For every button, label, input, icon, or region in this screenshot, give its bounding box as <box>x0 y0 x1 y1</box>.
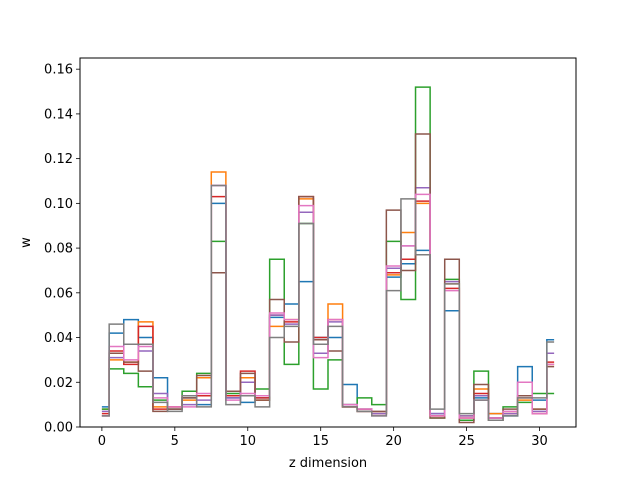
x-tick-label: 15 <box>312 434 329 449</box>
y-tick-label: 0.00 <box>44 421 73 436</box>
x-tick-label: 0 <box>98 434 106 449</box>
x-axis-label: z dimension <box>289 456 367 471</box>
x-tick-label: 10 <box>239 434 256 449</box>
series-layer <box>101 86 555 424</box>
x-axis-ticks: 0 5 10 15 20 25 30 <box>98 427 548 449</box>
x-tick-label: 25 <box>458 434 475 449</box>
y-tick-label: 0.08 <box>44 242 73 257</box>
axes-frame <box>79 57 577 428</box>
x-tick-label: 30 <box>531 434 548 449</box>
x-tick-label: 5 <box>171 434 179 449</box>
y-tick-label: 0.06 <box>44 286 73 301</box>
y-tick-label: 0.04 <box>44 331 73 346</box>
series-line-8 <box>101 184 555 422</box>
y-tick-label: 0.14 <box>44 107 73 122</box>
y-tick-label: 0.10 <box>44 197 73 212</box>
y-axis-ticks: 0.00 0.02 0.04 0.06 0.08 0.10 0.12 0.14 0.16 <box>44 63 80 436</box>
y-tick-label: 0.02 <box>44 376 73 391</box>
x-tick-label: 20 <box>385 434 402 449</box>
y-tick-label: 0.16 <box>44 63 73 78</box>
y-axis-label: w <box>19 237 34 248</box>
y-tick-label: 0.12 <box>44 152 73 167</box>
